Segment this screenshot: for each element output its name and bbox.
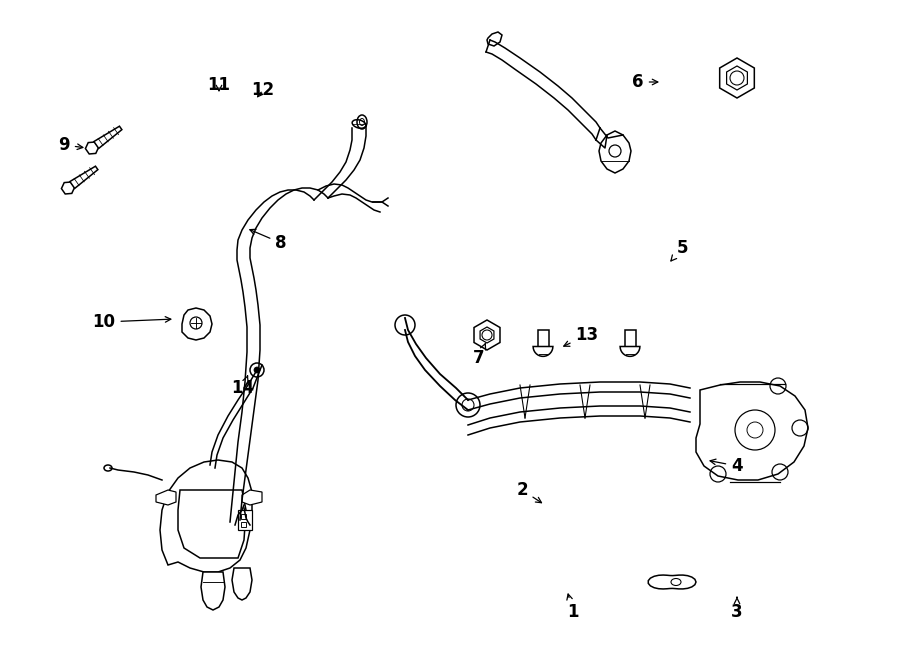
- Text: 10: 10: [93, 313, 171, 331]
- Polygon shape: [648, 575, 696, 589]
- Polygon shape: [238, 510, 252, 530]
- Text: 12: 12: [251, 81, 274, 99]
- Polygon shape: [533, 346, 553, 356]
- Text: 13: 13: [563, 326, 598, 346]
- Text: 9: 9: [58, 136, 83, 154]
- Polygon shape: [696, 382, 808, 480]
- Polygon shape: [620, 346, 640, 356]
- Polygon shape: [599, 131, 631, 173]
- Polygon shape: [182, 308, 212, 340]
- Text: 14: 14: [231, 376, 255, 397]
- Text: 1: 1: [567, 594, 579, 621]
- Polygon shape: [487, 32, 502, 46]
- Polygon shape: [178, 490, 246, 558]
- Circle shape: [254, 367, 260, 373]
- Polygon shape: [232, 568, 252, 600]
- Text: 7: 7: [473, 344, 486, 367]
- Bar: [241, 522, 246, 527]
- Polygon shape: [61, 182, 75, 194]
- Polygon shape: [537, 330, 548, 346]
- Polygon shape: [156, 490, 176, 505]
- Bar: [241, 514, 246, 519]
- Polygon shape: [242, 490, 262, 505]
- Text: 5: 5: [670, 239, 688, 261]
- Polygon shape: [480, 327, 494, 343]
- Polygon shape: [720, 58, 754, 98]
- Text: 3: 3: [731, 598, 742, 621]
- Text: 8: 8: [250, 229, 287, 252]
- Polygon shape: [726, 66, 747, 90]
- Polygon shape: [86, 142, 99, 154]
- Text: 2: 2: [517, 481, 542, 503]
- Text: 6: 6: [632, 73, 658, 91]
- Polygon shape: [160, 460, 252, 572]
- Text: 4: 4: [710, 457, 742, 475]
- Polygon shape: [474, 320, 500, 350]
- Text: 11: 11: [208, 76, 230, 94]
- Polygon shape: [625, 330, 635, 346]
- Polygon shape: [201, 572, 225, 610]
- Polygon shape: [94, 126, 122, 149]
- Polygon shape: [70, 166, 98, 188]
